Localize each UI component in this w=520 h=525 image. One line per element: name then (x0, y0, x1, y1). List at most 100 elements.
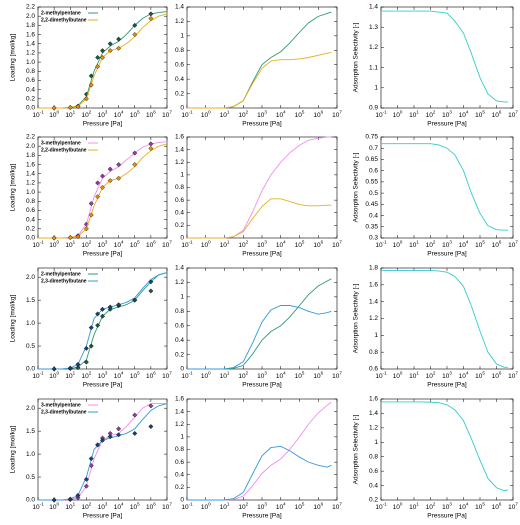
x-tick-label: 104 (459, 502, 469, 511)
data-point (100, 437, 105, 443)
x-tick-label: 102 (238, 371, 248, 380)
x-tick-label: 106 (146, 502, 156, 511)
x-tick-exponent: 1 (416, 110, 419, 115)
data-point (107, 178, 113, 184)
x-tick-base: 10 (295, 373, 303, 380)
series-line (187, 52, 332, 109)
y-tick-label: 0.3 (369, 235, 378, 242)
data-point (100, 313, 105, 319)
y-tick-label: 1.5 (26, 428, 35, 435)
x-tick-base: 10 (492, 504, 500, 511)
x-tick-base: 10 (238, 242, 246, 249)
x-tick-exponent: 0 (208, 502, 211, 507)
x-tick-base: 10 (409, 504, 417, 511)
x-tick-label: 100 (49, 502, 59, 511)
x-tick-exponent: 2 (246, 502, 249, 507)
x-tick-label: 106 (146, 371, 156, 380)
x-tick-label: 106 (492, 110, 502, 119)
y-tick-label: 1.2 (26, 50, 35, 57)
x-axis-label: Pressure [Pa] (242, 121, 282, 128)
x-axis-label: Pressure [Pa] (242, 251, 282, 258)
y-tick-label: 1.6 (26, 31, 35, 38)
x-tick-exponent: -1 (189, 240, 193, 245)
y-tick-label: 0.4 (26, 216, 35, 223)
x-tick-label: 103 (257, 371, 267, 380)
y-tick-label: 1.2 (175, 18, 184, 25)
legend-label: 2,2-dimethylbutane (41, 147, 87, 153)
data-point (107, 166, 113, 172)
x-tick-exponent: 1 (416, 371, 419, 376)
y-tick-label: 1.8 (26, 22, 35, 29)
y-tick-label: 0.9 (369, 105, 378, 112)
x-tick-exponent: -1 (40, 371, 44, 376)
y-tick-label: 1.2 (175, 279, 184, 286)
x-tick-base: 10 (49, 504, 57, 511)
x-tick-exponent: -1 (383, 110, 387, 115)
x-tick-base: 10 (201, 373, 209, 380)
x-tick-exponent: 2 (433, 502, 436, 507)
y-tick-label: 0.2 (175, 351, 184, 358)
x-tick-exponent: 6 (321, 110, 324, 115)
x-tick-exponent: 1 (227, 371, 230, 376)
subplot: 00.20.40.60.811.21.410-1 100 101 102 103 104 1… (175, 4, 342, 128)
y-tick-label: 1.8 (369, 265, 378, 272)
x-tick-label: 10-1 (32, 240, 44, 249)
x-tick-label: 102 (82, 110, 92, 119)
legend-label: 3-methylpentane (41, 140, 81, 146)
x-tick-base: 10 (276, 373, 284, 380)
x-tick-label: 104 (459, 371, 469, 380)
x-tick-exponent: 6 (321, 502, 324, 507)
data-point (148, 141, 154, 147)
x-tick-label: 100 (201, 371, 211, 380)
x-tick-label: 106 (492, 240, 502, 249)
y-axis-label: Loading [mol/kg] (10, 33, 17, 81)
x-tick-exponent: 5 (482, 110, 485, 115)
x-tick-base: 10 (295, 504, 303, 511)
y-axis-label: Loading [mol/kg] (10, 163, 17, 211)
x-tick-label: 102 (426, 240, 436, 249)
x-tick-label: 102 (82, 240, 92, 249)
x-tick-exponent: 3 (264, 240, 267, 245)
x-tick-base: 10 (393, 504, 401, 511)
x-tick-base: 10 (220, 112, 228, 119)
x-tick-exponent: -1 (189, 110, 193, 115)
x-tick-exponent: 6 (321, 371, 324, 376)
data-point (75, 361, 81, 367)
data-point (148, 279, 154, 285)
x-tick-exponent: 4 (466, 502, 469, 507)
y-tick-label: 1.4 (175, 265, 184, 272)
y-axis-label: Adsorption Selectivity [-] (353, 414, 360, 484)
x-tick-exponent: 2 (433, 110, 436, 115)
y-tick-label: 1 (180, 434, 184, 441)
x-tick-label: 102 (426, 110, 436, 119)
x-tick-label: 106 (492, 502, 502, 511)
data-point (67, 496, 73, 502)
y-tick-label: 1.4 (175, 146, 184, 153)
x-tick-exponent: -1 (383, 371, 387, 376)
x-tick-label: 102 (426, 502, 436, 511)
x-tick-exponent: 4 (466, 371, 469, 376)
y-axis-label: Loading [mol/kg] (10, 294, 17, 342)
data-point (88, 325, 94, 331)
x-tick-label: 105 (475, 110, 485, 119)
x-tick-exponent: 1 (227, 502, 230, 507)
x-tick-exponent: 4 (121, 502, 124, 507)
x-tick-exponent: 7 (515, 371, 518, 376)
x-axis-label: Pressure [Pa] (83, 251, 123, 258)
x-tick-label: 100 (49, 240, 59, 249)
x-tick-base: 10 (238, 504, 246, 511)
x-tick-exponent: 0 (400, 371, 403, 376)
y-tick-label: 2.0 (26, 13, 35, 20)
y-tick-label: 0 (180, 105, 184, 112)
y-tick-label: 1.6 (175, 134, 184, 141)
y-tick-label: 0.6 (369, 366, 378, 373)
x-tick-label: 105 (130, 240, 140, 249)
data-point (51, 105, 57, 111)
plot-frame (186, 398, 338, 501)
series-line (187, 401, 332, 501)
x-tick-exponent: 4 (283, 110, 286, 115)
y-tick-label: 0.6 (369, 468, 378, 475)
y-tick-label: 1.2 (369, 315, 378, 322)
x-tick-base: 10 (409, 112, 417, 119)
y-tick-label: 1 (180, 172, 184, 179)
